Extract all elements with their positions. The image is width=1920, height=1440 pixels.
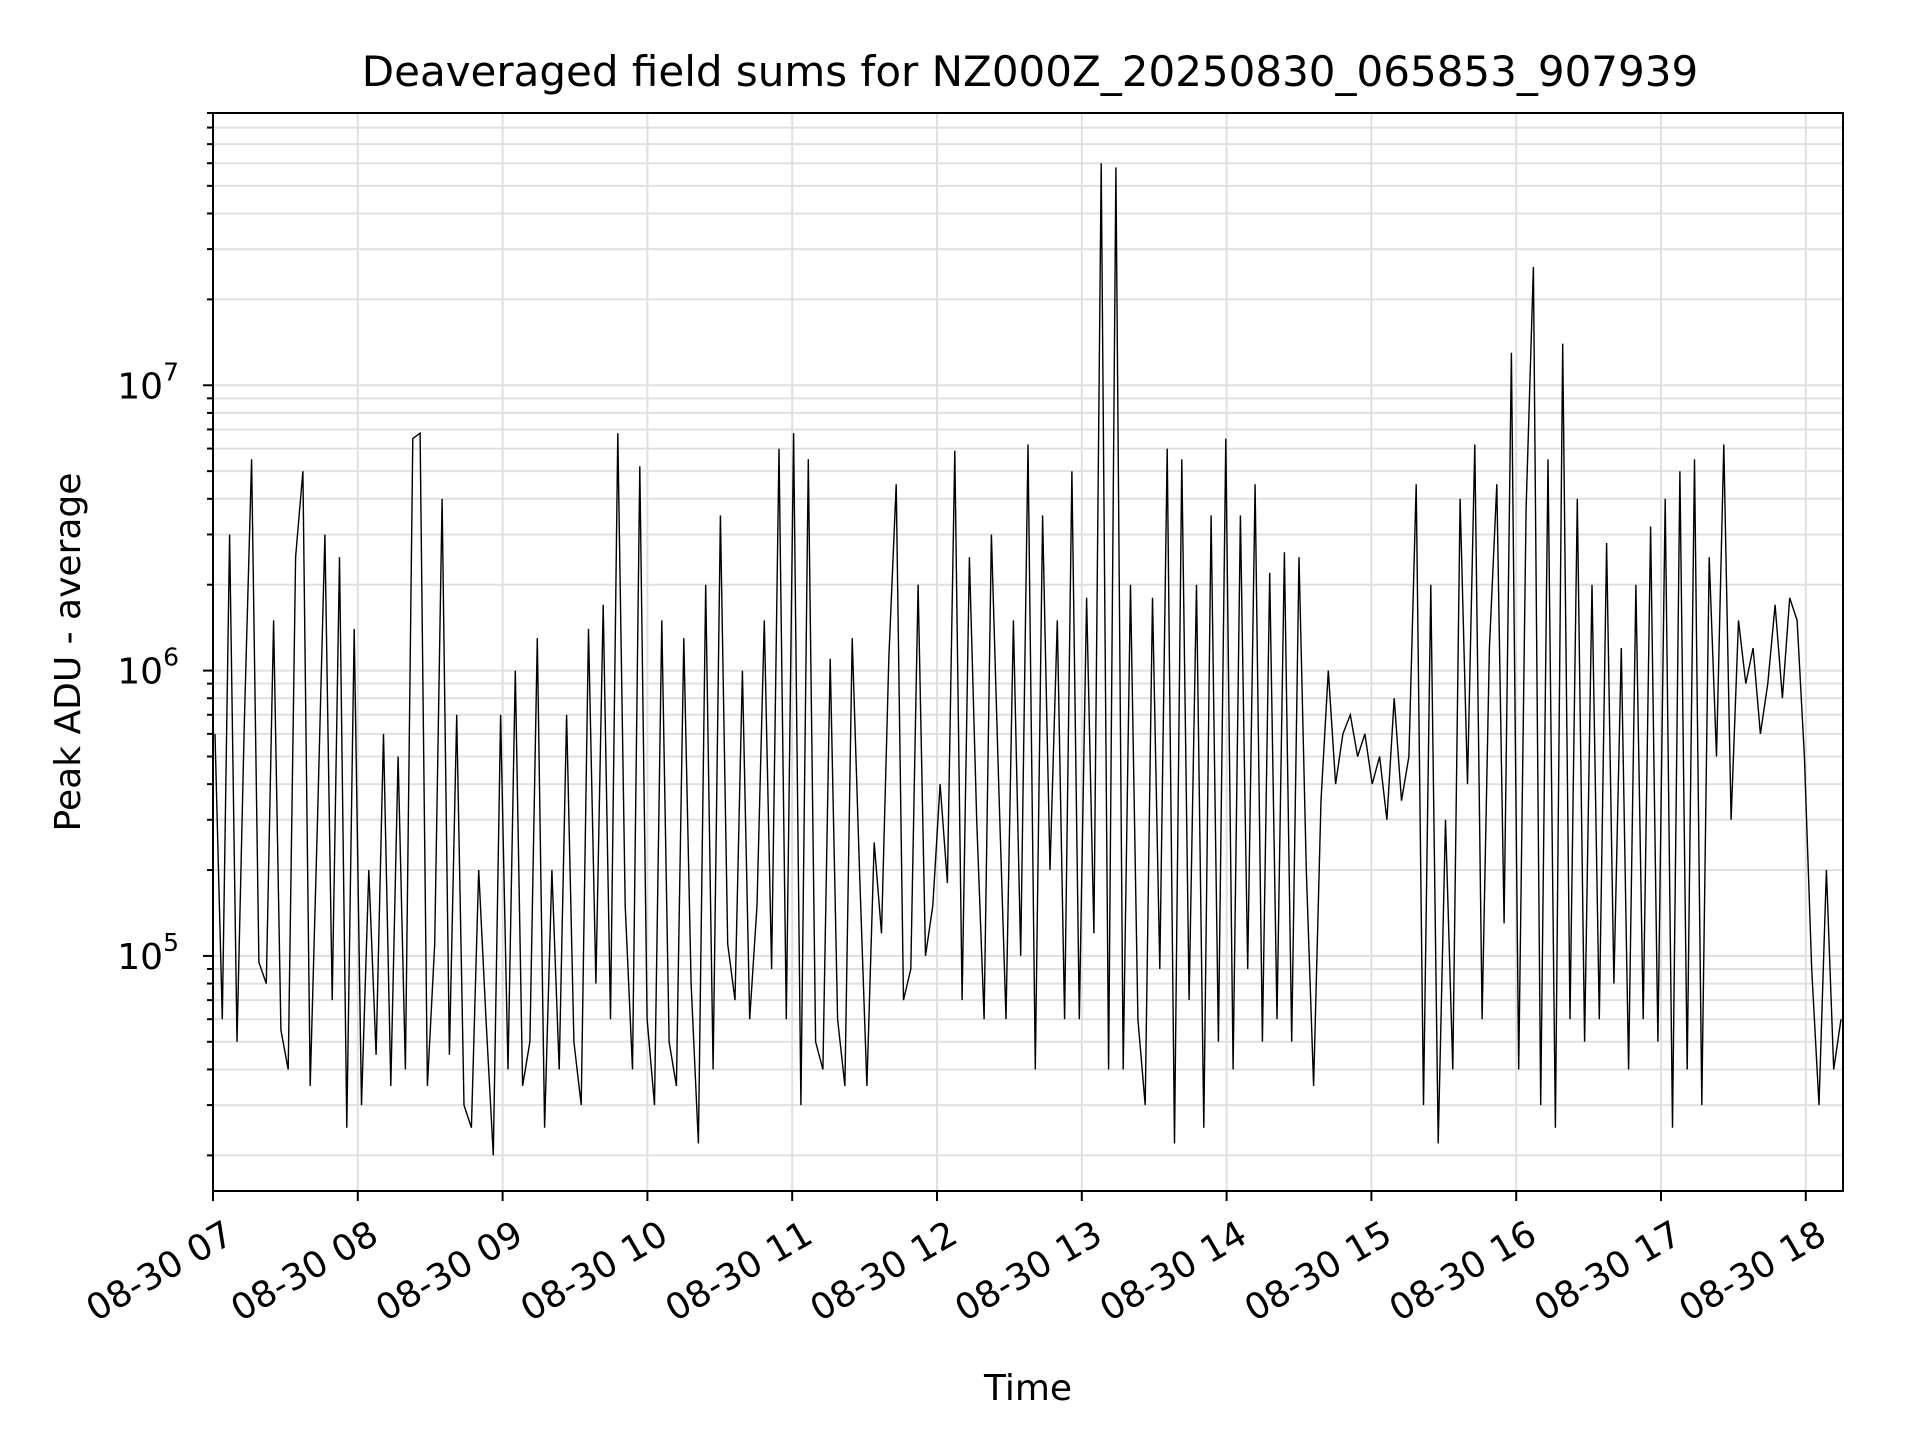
y-tick-label: 107 <box>117 357 179 407</box>
series-line <box>214 163 1842 1156</box>
y-axis: 105 106 107 <box>117 112 213 1157</box>
x-axis-label: Time <box>983 1368 1072 1409</box>
series-line-layer <box>214 163 1842 1156</box>
y-tick-label: 105 <box>117 928 179 978</box>
chart-title: Deaveraged field sums for NZ000Z_2025083… <box>362 47 1698 96</box>
y-axis-label: Peak ADU - average <box>48 473 89 832</box>
plot-frame <box>212 112 1844 1192</box>
y-tick-label: 106 <box>117 643 179 693</box>
